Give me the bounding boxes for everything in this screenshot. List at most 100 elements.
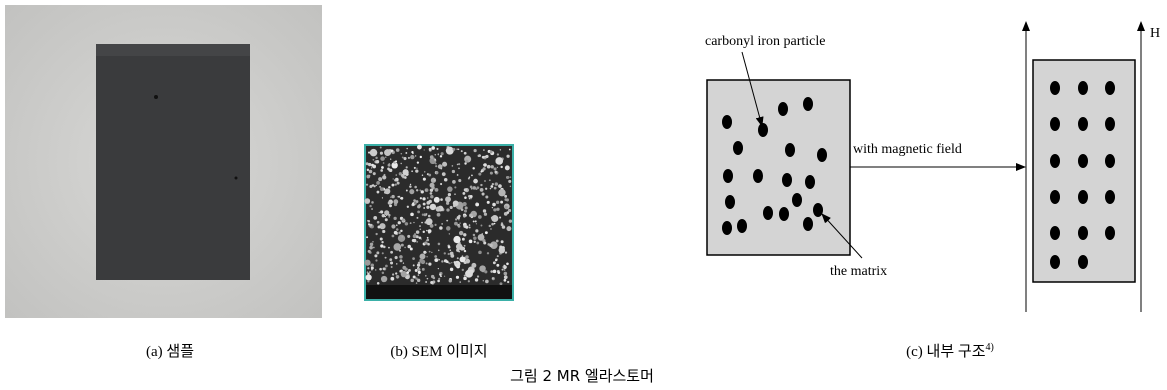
sem-particle (451, 262, 452, 263)
sem-particle (490, 188, 491, 189)
sem-particle (418, 271, 421, 274)
sem-particle (371, 167, 372, 168)
sem-particle (430, 189, 433, 192)
sem-particle (382, 272, 384, 274)
sem-particle (501, 240, 504, 243)
sem-particle (398, 232, 400, 234)
sem-particle (429, 148, 432, 151)
sem-particle (391, 266, 393, 268)
sem-particle (405, 222, 408, 225)
sample-pore (235, 177, 238, 180)
sem-particle (382, 214, 385, 217)
sem-particle (395, 272, 397, 274)
particle (722, 221, 732, 235)
sem-particle (416, 168, 417, 169)
sem-particle (407, 274, 409, 276)
sem-particle (485, 188, 487, 190)
sem-particle (427, 278, 429, 280)
sem-particle (459, 231, 463, 235)
sem-particle (410, 184, 411, 185)
sem-particle (369, 246, 373, 250)
sem-particle (454, 186, 456, 188)
sem-particle (366, 236, 368, 238)
sem-particle (489, 225, 491, 227)
sem-particle (438, 250, 440, 252)
sem-particle (422, 214, 424, 216)
sem-particle (420, 238, 421, 239)
sem-particle (377, 282, 380, 285)
sem-particle (483, 209, 486, 212)
sem-particle (366, 274, 372, 280)
sem-particle (418, 274, 420, 276)
particle (1078, 117, 1088, 131)
particle (782, 173, 792, 187)
sem-particle (458, 148, 460, 150)
sem-particle (493, 261, 496, 264)
sem-particle (461, 150, 463, 152)
particle (803, 217, 813, 231)
sem-particle (482, 156, 485, 159)
sem-particle (458, 225, 461, 228)
sem-particle (480, 170, 482, 172)
sem-particle (462, 238, 465, 241)
sem-particle (394, 179, 397, 182)
particle (753, 169, 763, 183)
sem-particle (400, 197, 402, 199)
sem-particle (371, 201, 374, 204)
sem-particle (380, 210, 383, 213)
sem-particle (494, 187, 497, 190)
particle (1050, 190, 1060, 204)
caption-b: (b) SEM 이미지 (390, 343, 487, 360)
sem-particle (502, 225, 505, 228)
sem-particle (484, 156, 486, 158)
caption-c-text: (c) 내부 구조 (906, 343, 986, 360)
sem-particle (383, 162, 385, 164)
sem-particle (475, 278, 478, 281)
sem-particle (449, 233, 450, 234)
sem-particle (470, 195, 473, 198)
sem-particle (483, 149, 485, 151)
sem-particle (503, 265, 505, 267)
sem-particle (464, 152, 467, 155)
sem-particle (470, 186, 473, 189)
sem-particle (450, 206, 453, 209)
particle (785, 143, 795, 157)
sem-particle (413, 222, 414, 223)
sem-particle (464, 275, 466, 277)
caption-c-sup: 4) (986, 342, 994, 353)
sem-particle (480, 188, 484, 192)
sem-particle (448, 193, 451, 196)
figure: carbonyl iron particle with magnetic fie… (0, 0, 1167, 390)
sem-particle (412, 239, 415, 242)
particle (779, 207, 789, 221)
sem-particle (407, 235, 410, 238)
sem-particle (428, 174, 431, 177)
sem-particle (457, 164, 459, 166)
sem-particle (489, 244, 493, 248)
sem-particle (504, 269, 506, 271)
sem-particle (508, 209, 511, 212)
sem-particle (474, 149, 477, 152)
particle (1050, 117, 1060, 131)
sem-particle (465, 270, 473, 278)
sem-particle (507, 281, 509, 283)
sem-particle (424, 241, 427, 244)
particle (758, 123, 768, 137)
sem-particle (483, 164, 485, 166)
sem-particle (371, 264, 374, 267)
sem-particle (381, 241, 383, 243)
sem-particle (410, 222, 412, 224)
sem-particle (420, 156, 422, 158)
sem-particle (413, 199, 416, 202)
sem-particle (480, 225, 482, 227)
sem-particle (460, 257, 466, 263)
sem-particle (475, 229, 478, 232)
sem-particle (372, 159, 374, 161)
sem-particle (413, 234, 417, 238)
sem-particle (378, 177, 382, 181)
sem-particle (385, 265, 388, 268)
sem-particle (470, 272, 472, 274)
sem-particle (370, 243, 373, 246)
sem-particle (476, 242, 479, 245)
sem-particle (435, 154, 436, 155)
